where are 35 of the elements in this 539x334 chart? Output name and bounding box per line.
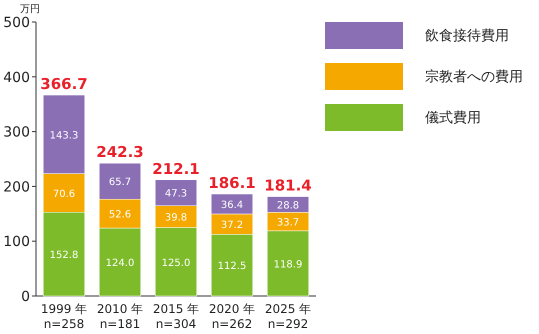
y-axis-title: 万円 — [20, 4, 40, 15]
data-label: 36.4 — [220, 200, 244, 211]
data-label: 65.7 — [108, 177, 132, 188]
total-label: 366.7 — [40, 75, 88, 94]
data-label: 125.0 — [162, 258, 190, 269]
x-tick-label: 2010 年 n=181 — [96, 302, 144, 331]
data-label: 152.8 — [50, 250, 78, 262]
legend-item: 飲食接待費用 — [325, 22, 509, 49]
y-tick-label: 0 — [21, 289, 30, 305]
y-tick-label: 400 — [3, 70, 30, 86]
x-tick-label: 2025 年 n=292 — [264, 302, 312, 331]
data-label: 143.3 — [50, 130, 78, 142]
data-label: 47.3 — [164, 188, 188, 200]
data-label: 39.8 — [164, 212, 188, 224]
total-label: 242.3 — [96, 143, 144, 162]
legend-item: 宗教者への費用 — [325, 63, 523, 90]
total-label: 212.1 — [152, 160, 200, 178]
total-label: 181.4 — [264, 176, 312, 195]
x-tick-label: 2020 年 n=262 — [208, 302, 256, 331]
data-label: 52.6 — [108, 210, 132, 221]
data-label: 70.6 — [52, 188, 76, 200]
data-label: 37.2 — [220, 220, 244, 232]
y-tick-label: 500 — [3, 15, 30, 31]
y-tick-label: 200 — [3, 179, 30, 196]
x-tick-label: 1999 年 n=258 — [40, 302, 88, 331]
data-label: 124.0 — [106, 258, 134, 270]
data-label: 33.7 — [276, 218, 300, 229]
y-tick-label: 300 — [3, 124, 30, 141]
data-label: 28.8 — [276, 200, 300, 212]
y-tick-label: 100 — [3, 234, 30, 250]
data-label: 112.5 — [218, 261, 246, 272]
data-label: 118.9 — [274, 259, 302, 270]
legend-item: 儀式費用 — [325, 104, 481, 131]
total-label: 186.1 — [208, 174, 256, 192]
x-tick-label: 2015 年 n=304 — [152, 302, 200, 331]
